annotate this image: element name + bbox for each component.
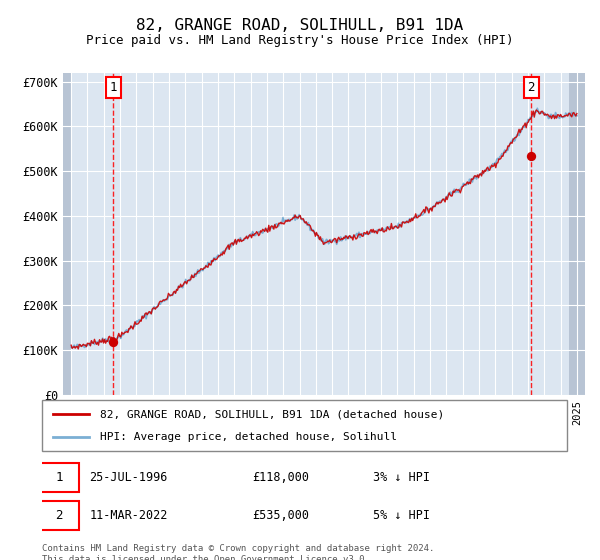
Text: £118,000: £118,000: [252, 471, 309, 484]
Text: 1: 1: [55, 471, 62, 484]
FancyBboxPatch shape: [40, 501, 79, 530]
Text: 25-JUL-1996: 25-JUL-1996: [89, 471, 167, 484]
Point: [526, 151, 536, 160]
Text: Contains HM Land Registry data © Crown copyright and database right 2024.
This d: Contains HM Land Registry data © Crown c…: [42, 544, 434, 560]
Text: 11-MAR-2022: 11-MAR-2022: [89, 509, 167, 522]
Text: 2: 2: [55, 509, 62, 522]
Text: 5% ↓ HPI: 5% ↓ HPI: [373, 509, 430, 522]
Point: [108, 338, 118, 347]
Bar: [63, 73, 71, 395]
Text: 82, GRANGE ROAD, SOLIHULL, B91 1DA (detached house): 82, GRANGE ROAD, SOLIHULL, B91 1DA (deta…: [100, 409, 444, 419]
Text: 1: 1: [109, 81, 117, 94]
Text: HPI: Average price, detached house, Solihull: HPI: Average price, detached house, Soli…: [100, 432, 397, 442]
Text: 3% ↓ HPI: 3% ↓ HPI: [373, 471, 430, 484]
FancyBboxPatch shape: [40, 463, 79, 492]
Bar: [569, 73, 585, 395]
Text: £535,000: £535,000: [252, 509, 309, 522]
Text: 2: 2: [527, 81, 535, 94]
Text: Price paid vs. HM Land Registry's House Price Index (HPI): Price paid vs. HM Land Registry's House …: [86, 34, 514, 46]
FancyBboxPatch shape: [42, 400, 567, 451]
Text: 82, GRANGE ROAD, SOLIHULL, B91 1DA: 82, GRANGE ROAD, SOLIHULL, B91 1DA: [136, 18, 464, 33]
